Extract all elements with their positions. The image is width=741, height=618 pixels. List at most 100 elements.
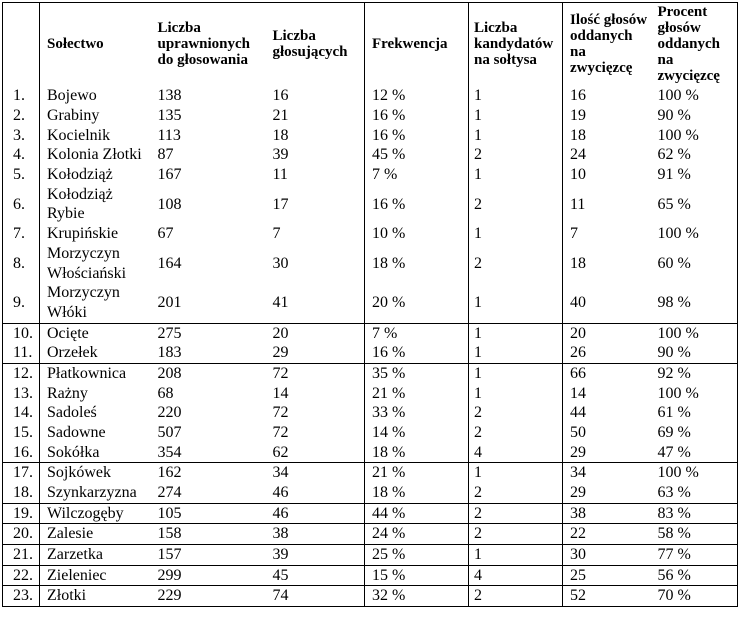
cell-voters-count: 18 (272, 126, 289, 144)
cell-winner-percent: 83 % (652, 502, 738, 524)
cell-candidates-count: 2 (468, 482, 563, 504)
cell-eligible-voters: 164 (157, 254, 182, 272)
cell-winner-percent: 100 % (652, 462, 738, 483)
cell-row-number: 17. (2, 462, 40, 483)
cell-winner-percent: 47 % (657, 443, 691, 461)
cell-candidates-count: 2 (468, 243, 563, 284)
cell-candidates-count: 1 (468, 125, 563, 146)
table-row: 14. Sadoleś 220 72 33 % 2 44 61 % (3, 403, 738, 423)
cell-village-name: Krupińskie (39, 224, 153, 244)
cell-row-number: 13. (13, 384, 33, 402)
cell-winner-votes: 40 (562, 283, 653, 324)
cell-voters-count: 74 (267, 585, 365, 607)
table-row: 2. Grabiny 135 21 16 % 1 19 90 % (3, 106, 738, 126)
cell-village-name: Bojewo (39, 86, 153, 107)
cell-turnout: 21 % (364, 383, 469, 404)
table-row: 3. Kocielnik 113 18 16 % 1 18 100 % (3, 125, 738, 146)
cell-winner-percent: 100 % (657, 384, 699, 402)
cell-voters-count: 41 (272, 294, 289, 311)
table-row: 20. Zalesie 158 38 24 % 2 22 58 % (2, 523, 738, 545)
cell-village-name: Morzyczyn Włóki (39, 283, 153, 324)
cell-row-number: 18. (13, 483, 33, 501)
cell-village-name: Zalesie (39, 523, 153, 545)
cell-turnout: 35 % (364, 362, 469, 384)
cell-voters-count: 38 (267, 523, 365, 545)
cell-winner-votes: 66 (562, 362, 653, 384)
cell-candidates-count: 1 (468, 543, 563, 566)
cell-voters-count: 46 (267, 502, 365, 524)
table-row: 13. Rażny 68 14 21 % 1 14 100 % (3, 383, 738, 404)
cell-turnout: 14 % (364, 422, 469, 443)
cell-candidates-count: 1 (468, 362, 563, 384)
cell-row-number: 20. (2, 523, 40, 545)
col-header-voters: Liczba głosujących (272, 27, 348, 60)
election-results-table: Sołectwo Liczba uprawnionych do głosowan… (2, 2, 738, 607)
table-row: 5. Kołodziąż 167 11 7 % 1 10 91 % (3, 165, 738, 185)
cell-village-name: Ocięte (39, 322, 153, 344)
cell-village-name: Morzyczyn Włościański (39, 243, 153, 284)
table-row: 12. Płatkownica 208 72 35 % 1 66 92 % (2, 362, 738, 384)
cell-winner-votes: 29 (562, 482, 653, 504)
table-row: 10. Ocięte 275 20 7 % 1 20 100 % (2, 322, 738, 344)
table-row: 11. Orzełek 183 29 16 % 1 26 90 % (3, 343, 738, 364)
cell-turnout: 45 % (364, 145, 469, 166)
cell-winner-percent: 92 % (652, 362, 738, 384)
cell-row-number: 16. (13, 443, 33, 461)
cell-winner-percent: 100 % (652, 322, 738, 344)
cell-candidates-count: 1 (468, 86, 563, 107)
col-header-winner-percent: Procent głosów oddanych na zwycięzcę (657, 4, 721, 84)
col-header-candidates: Liczba kandydatów na sołtysa (468, 2, 563, 87)
cell-voters-count: 30 (272, 254, 289, 272)
cell-voters-count: 39 (272, 146, 289, 164)
cell-village-name: Sadoleś (39, 403, 153, 423)
cell-row-number: 8. (13, 254, 25, 272)
cell-winner-votes: 19 (562, 106, 653, 126)
cell-voters-count: 29 (272, 344, 289, 362)
cell-candidates-count: 4 (468, 442, 563, 463)
cell-candidates-count: 2 (468, 585, 563, 607)
cell-winner-percent: 100 % (657, 87, 699, 105)
col-header-winner-votes: Ilość głosów oddanych na zwycięzcę (562, 2, 653, 87)
cell-village-name: Kocielnik (39, 125, 153, 146)
cell-turnout: 18 % (364, 442, 469, 463)
cell-turnout: 25 % (364, 543, 469, 566)
cell-row-number: 23. (2, 585, 40, 607)
cell-winner-votes: 52 (562, 585, 653, 607)
cell-candidates-count: 1 (468, 165, 563, 185)
cell-candidates-count: 1 (468, 462, 563, 483)
table-header: Sołectwo Liczba uprawnionych do głosowan… (3, 2, 738, 87)
cell-winner-votes: 26 (562, 343, 653, 364)
cell-candidates-count: 1 (468, 106, 563, 126)
cell-winner-votes: 44 (562, 403, 653, 423)
cell-row-number: 1. (13, 87, 25, 105)
cell-village-name: Kołodziąż (39, 165, 153, 185)
cell-row-number: 15. (13, 423, 33, 441)
cell-village-name: Zieleniec (39, 564, 153, 586)
cell-eligible-voters: 507 (157, 423, 182, 441)
table-row: 4. Kolonia Złotki 87 39 45 % 2 24 62 % (3, 145, 738, 166)
cell-village-name: Płatkownica (39, 362, 153, 384)
col-header-eligible: Liczba uprawnionych do głosowania (157, 19, 251, 68)
cell-winner-votes: 18 (562, 243, 653, 284)
cell-village-name: Kołodziąż Rybie (39, 184, 153, 225)
cell-eligible-voters: 113 (157, 126, 181, 144)
cell-row-number: 19. (2, 502, 40, 524)
cell-winner-percent: 56 % (652, 564, 738, 586)
cell-eligible-voters: 354 (157, 443, 182, 461)
cell-village-name: Grabiny (39, 106, 153, 126)
col-header-row-number (3, 3, 40, 87)
cell-voters-count: 62 (272, 443, 289, 461)
cell-voters-count: 72 (267, 362, 365, 384)
cell-winner-votes: 16 (562, 86, 653, 107)
cell-voters-count: 21 (272, 107, 289, 125)
cell-eligible-voters: 229 (152, 585, 268, 607)
cell-village-name: Złotki (39, 585, 153, 607)
cell-eligible-voters: 108 (157, 195, 182, 213)
col-header-turnout: Frekwencja (364, 2, 469, 87)
cell-winner-percent: 60 % (657, 254, 691, 272)
cell-winner-percent: 100 % (657, 126, 699, 144)
cell-winner-percent: 98 % (657, 294, 691, 311)
cell-winner-percent: 62 % (657, 146, 691, 164)
cell-winner-votes: 29 (562, 442, 653, 463)
table-row: 17. Sojkówek 162 34 21 % 1 34 100 % (2, 462, 738, 483)
